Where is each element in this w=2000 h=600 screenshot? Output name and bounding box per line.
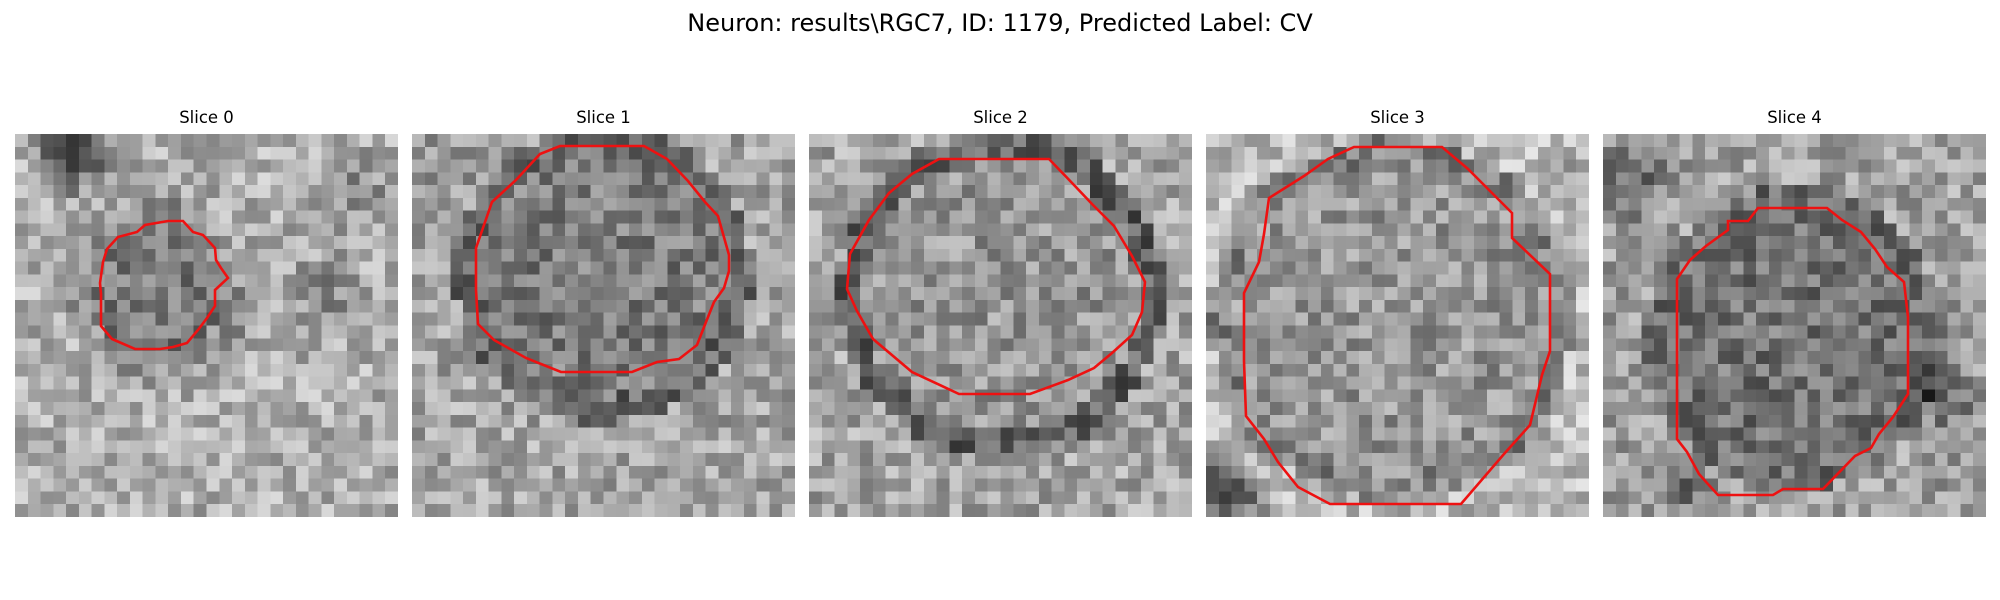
slice-4-grayscale xyxy=(1603,134,1986,517)
slice-1-contour xyxy=(474,144,731,374)
slice-1-contour-layer xyxy=(474,144,731,374)
slice-3-contour-layer xyxy=(1242,145,1552,506)
slice-4-contour xyxy=(1675,206,1910,497)
slice-2-contour xyxy=(845,157,1147,396)
slice-0-grayscale xyxy=(15,134,398,517)
slice-2-title: Slice 2 xyxy=(973,108,1028,127)
slice-0-image xyxy=(15,134,398,517)
slice-0-contour xyxy=(98,219,230,351)
slice-2-grayscale xyxy=(809,134,1192,517)
slice-4-contour-layer xyxy=(1675,206,1910,497)
slice-2-contour-layer xyxy=(845,157,1147,396)
slice-1-image xyxy=(412,134,795,517)
slice-1-grayscale xyxy=(412,134,795,517)
slice-3-title: Slice 3 xyxy=(1370,108,1425,127)
slice-4-title: Slice 4 xyxy=(1767,108,1822,127)
slice-0-contour-layer xyxy=(98,219,230,351)
figure-title: Neuron: results\RGC7, ID: 1179, Predicte… xyxy=(687,9,1313,37)
slice-2-image xyxy=(809,134,1192,517)
slice-1-title: Slice 1 xyxy=(576,108,631,127)
slice-3-image xyxy=(1206,134,1589,517)
slice-3-contour xyxy=(1242,145,1552,506)
slice-0-title: Slice 0 xyxy=(179,108,234,127)
slice-4-image xyxy=(1603,134,1986,517)
